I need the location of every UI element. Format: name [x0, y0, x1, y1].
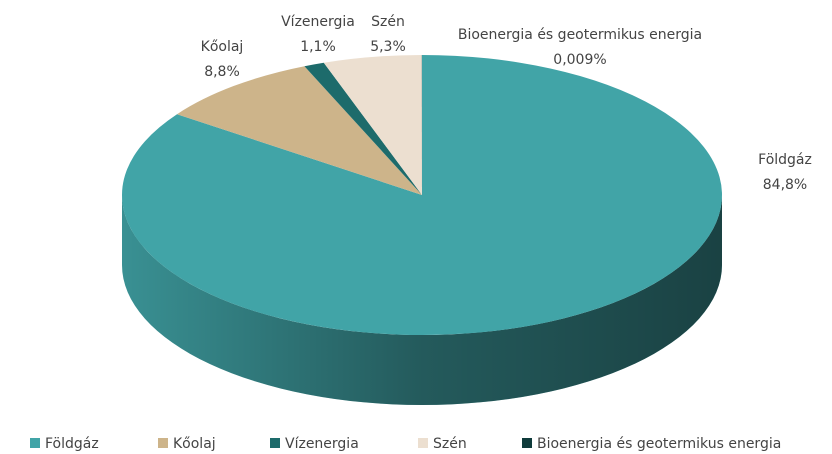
legend-label: Bioenergia és geotermikus energia: [537, 436, 781, 452]
slice: [323, 55, 422, 195]
slice-label-name: Földgáz: [758, 152, 812, 168]
slice-side-shade: [122, 195, 722, 405]
slice: [177, 66, 422, 195]
legend-label: Szén: [433, 436, 467, 452]
legend-swatch: [30, 438, 40, 448]
slice-label-value: 0,009%: [553, 52, 606, 68]
slice-label-value: 5,3%: [370, 39, 406, 55]
legend-label: Vízenergia: [285, 436, 359, 452]
slice-label-name: Vízenergia: [281, 14, 355, 30]
legend-swatch: [158, 438, 168, 448]
slice-label-value: 1,1%: [300, 39, 336, 55]
legend-label: Földgáz: [45, 436, 99, 452]
slice-label-name: Bioenergia és geotermikus energia: [458, 27, 702, 43]
slice-label-value: 8,8%: [204, 64, 240, 80]
slice-label-name: Kőolaj: [201, 39, 244, 55]
legend-swatch: [522, 438, 532, 448]
legend-label: Kőolaj: [173, 436, 216, 452]
legend-swatch: [418, 438, 428, 448]
slice-label-value: 84,8%: [763, 177, 807, 193]
legend-swatch: [270, 438, 280, 448]
slice-label-name: Szén: [371, 14, 405, 30]
slice: [304, 62, 422, 195]
